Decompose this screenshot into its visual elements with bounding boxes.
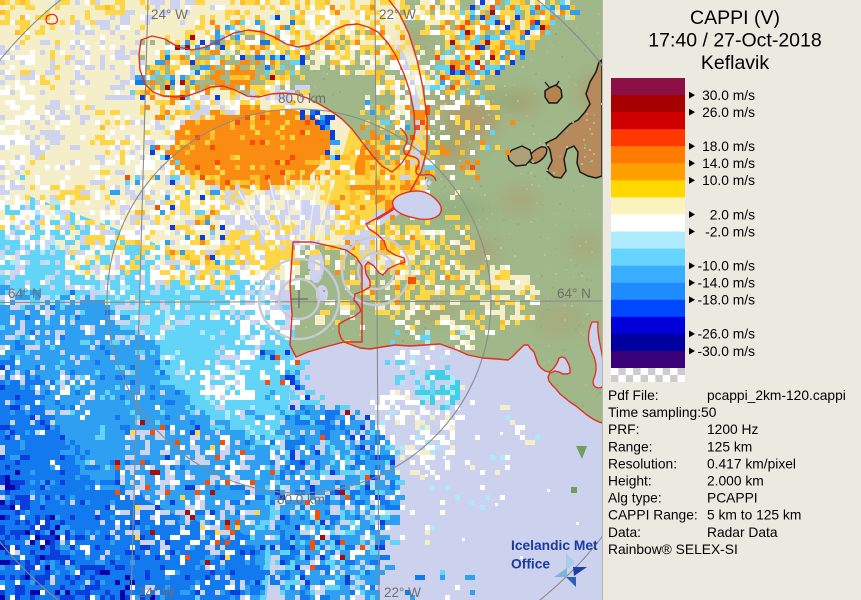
svg-text:CAPPI (V): CAPPI (V) — [690, 7, 780, 29]
svg-text:Radar Data: Radar Data — [707, 525, 778, 540]
svg-text:80.0 km: 80.0 km — [278, 91, 326, 106]
svg-text:64° N: 64° N — [557, 286, 591, 301]
svg-text:17:40 / 27-Oct-2018: 17:40 / 27-Oct-2018 — [648, 30, 821, 52]
svg-text:22° W: 22° W — [379, 7, 416, 22]
svg-text:Icelandic Met: Icelandic Met — [511, 538, 598, 553]
svg-text:Rainbow® SELEX-SI: Rainbow® SELEX-SI — [608, 542, 738, 557]
svg-text:Time sampling:50: Time sampling:50 — [608, 405, 717, 420]
svg-text:PCAPPI: PCAPPI — [707, 491, 758, 506]
svg-text:Keflavik: Keflavik — [701, 52, 770, 74]
svg-text:Resolution:: Resolution: — [608, 456, 677, 471]
svg-text:Data:: Data: — [608, 525, 641, 540]
svg-text:5 km to 125 km: 5 km to 125 km — [707, 508, 801, 523]
svg-text:125 km: 125 km — [707, 439, 752, 454]
svg-text:Office: Office — [511, 557, 550, 572]
svg-text:14.0 m/s: 14.0 m/s — [702, 156, 755, 171]
svg-text:Range:: Range: — [608, 439, 653, 454]
svg-text:-18.0 m/s: -18.0 m/s — [697, 293, 755, 308]
svg-text:-14.0 m/s: -14.0 m/s — [697, 276, 755, 291]
svg-text:26.0 m/s: 26.0 m/s — [702, 105, 755, 120]
svg-text:10.0 m/s: 10.0 m/s — [702, 173, 755, 188]
svg-text:-2.0 m/s: -2.0 m/s — [705, 224, 755, 239]
svg-text:Alg type:: Alg type: — [608, 491, 662, 506]
svg-text:22° W: 22° W — [384, 585, 421, 600]
svg-text:Height:: Height: — [608, 474, 652, 489]
svg-text:24° W: 24° W — [138, 585, 175, 600]
svg-text:PRF:: PRF: — [608, 422, 639, 437]
svg-text:-10.0 m/s: -10.0 m/s — [697, 258, 755, 273]
svg-text:80.0 km: 80.0 km — [277, 492, 325, 507]
svg-text:pcappi_2km-120.cappi: pcappi_2km-120.cappi — [707, 388, 846, 403]
svg-text:Pdf File:: Pdf File: — [608, 388, 659, 403]
svg-text:24° W: 24° W — [151, 7, 188, 22]
svg-text:CAPPI Range:: CAPPI Range: — [608, 508, 698, 523]
svg-text:0.417 km/pixel: 0.417 km/pixel — [707, 456, 796, 471]
svg-text:2.000 km: 2.000 km — [707, 474, 764, 489]
svg-text:30.0 m/s: 30.0 m/s — [702, 88, 755, 103]
svg-text:18.0 m/s: 18.0 m/s — [702, 139, 755, 154]
svg-text:2.0 m/s: 2.0 m/s — [710, 207, 755, 222]
svg-text:-30.0 m/s: -30.0 m/s — [697, 344, 755, 359]
svg-text:64° N: 64° N — [8, 286, 42, 301]
svg-text:-26.0 m/s: -26.0 m/s — [697, 327, 755, 342]
svg-text:1200 Hz: 1200 Hz — [707, 422, 758, 437]
